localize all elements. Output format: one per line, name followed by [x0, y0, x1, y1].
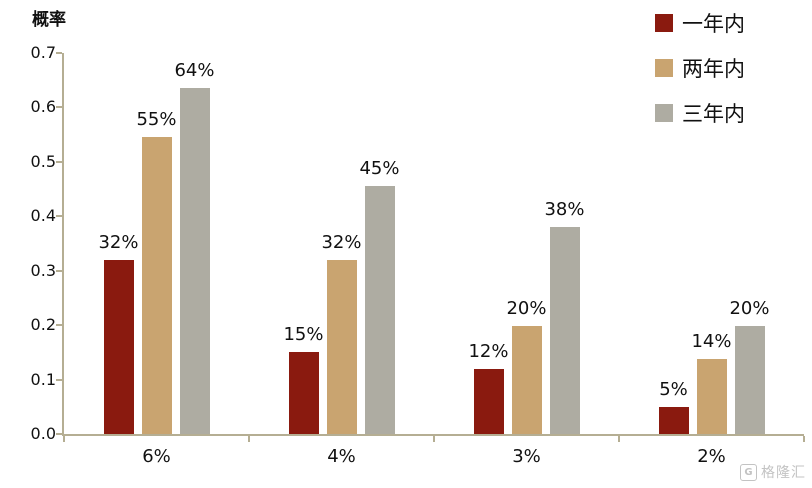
bar-value-label: 38%	[544, 199, 585, 221]
y-axis-tick-label: 0.1	[30, 369, 56, 389]
bar-value-label: 14%	[691, 330, 732, 352]
bar-value-label: 15%	[283, 324, 324, 346]
y-axis-tick-label: 0.4	[30, 206, 56, 226]
y-axis-tick-mark	[56, 160, 62, 163]
y-axis-tick-label: 0.5	[30, 151, 56, 171]
watermark-text: 格隆汇	[761, 465, 806, 481]
bar-value-label: 32%	[321, 231, 362, 253]
bar-一年内-4%	[288, 352, 319, 434]
x-axis-tick-mark	[433, 436, 435, 442]
x-axis-category-label: 6%	[142, 446, 171, 467]
y-axis-title: 概率	[32, 10, 66, 30]
watermark: G 格隆汇	[740, 462, 806, 482]
x-axis-tick-mark	[803, 436, 805, 442]
bar-三年内-2%	[734, 326, 765, 434]
legend-item-三年内: 三年内	[655, 98, 745, 128]
bar-三年内-3%	[549, 227, 580, 434]
legend: 一年内 两年内 三年内	[655, 8, 745, 143]
bar-三年内-6%	[179, 88, 210, 434]
y-axis-tick-mark	[56, 378, 62, 381]
bar-两年内-2%	[696, 358, 727, 434]
y-axis-tick-label: 0.3	[30, 260, 56, 280]
x-axis-category-label: 3%	[512, 446, 541, 467]
bar-value-label: 12%	[468, 340, 509, 362]
bar-两年内-3%	[511, 326, 542, 434]
legend-label: 三年内	[682, 102, 745, 126]
bar-value-label: 20%	[729, 298, 770, 320]
y-axis-tick-label: 0.7	[30, 43, 56, 62]
bar-一年内-2%	[658, 406, 689, 434]
bar-一年内-6%	[103, 259, 134, 434]
bar-value-label: 20%	[506, 298, 547, 320]
y-axis-tick-mark	[56, 52, 62, 54]
legend-label: 一年内	[682, 12, 745, 36]
bar-value-label: 5%	[659, 378, 688, 400]
bar-三年内-4%	[364, 186, 395, 434]
x-axis-category-label: 2%	[697, 446, 726, 467]
bar-value-label: 64%	[174, 60, 215, 82]
legend-label: 两年内	[682, 57, 745, 81]
x-axis-tick-mark	[618, 436, 620, 442]
y-axis-tick-label: 0.6	[30, 97, 56, 117]
legend-swatch-icon	[655, 104, 673, 122]
plot-area: 0.0 0.1 0.2 0.3 0.4 0.5 0.6 0.7 6% 32% 55% 64% 4% 15%…	[31, 43, 805, 467]
bar-一年内-3%	[473, 368, 504, 434]
y-axis-tick-label: 0.0	[30, 424, 56, 443]
legend-item-一年内: 一年内	[655, 8, 745, 38]
legend-item-两年内: 两年内	[655, 53, 745, 83]
bar-value-label: 45%	[359, 158, 400, 180]
y-axis-tick-mark	[56, 269, 62, 272]
gelonghui-logo-icon: G	[740, 463, 757, 481]
x-axis-tick-mark	[63, 436, 65, 442]
bar-两年内-4%	[326, 259, 357, 434]
y-axis-tick-mark	[56, 324, 62, 327]
y-axis-tick-mark	[56, 106, 62, 109]
bar-value-label: 55%	[136, 109, 177, 131]
y-axis-tick-mark	[56, 215, 62, 218]
legend-swatch-icon	[655, 59, 673, 77]
x-axis-category-label: 4%	[327, 446, 356, 467]
x-axis-tick-mark	[248, 436, 250, 442]
bar-value-label: 32%	[98, 231, 139, 253]
y-axis-tick-mark	[56, 433, 62, 435]
bar-两年内-6%	[141, 137, 172, 434]
legend-swatch-icon	[655, 14, 673, 32]
y-axis-tick-label: 0.2	[30, 315, 56, 335]
